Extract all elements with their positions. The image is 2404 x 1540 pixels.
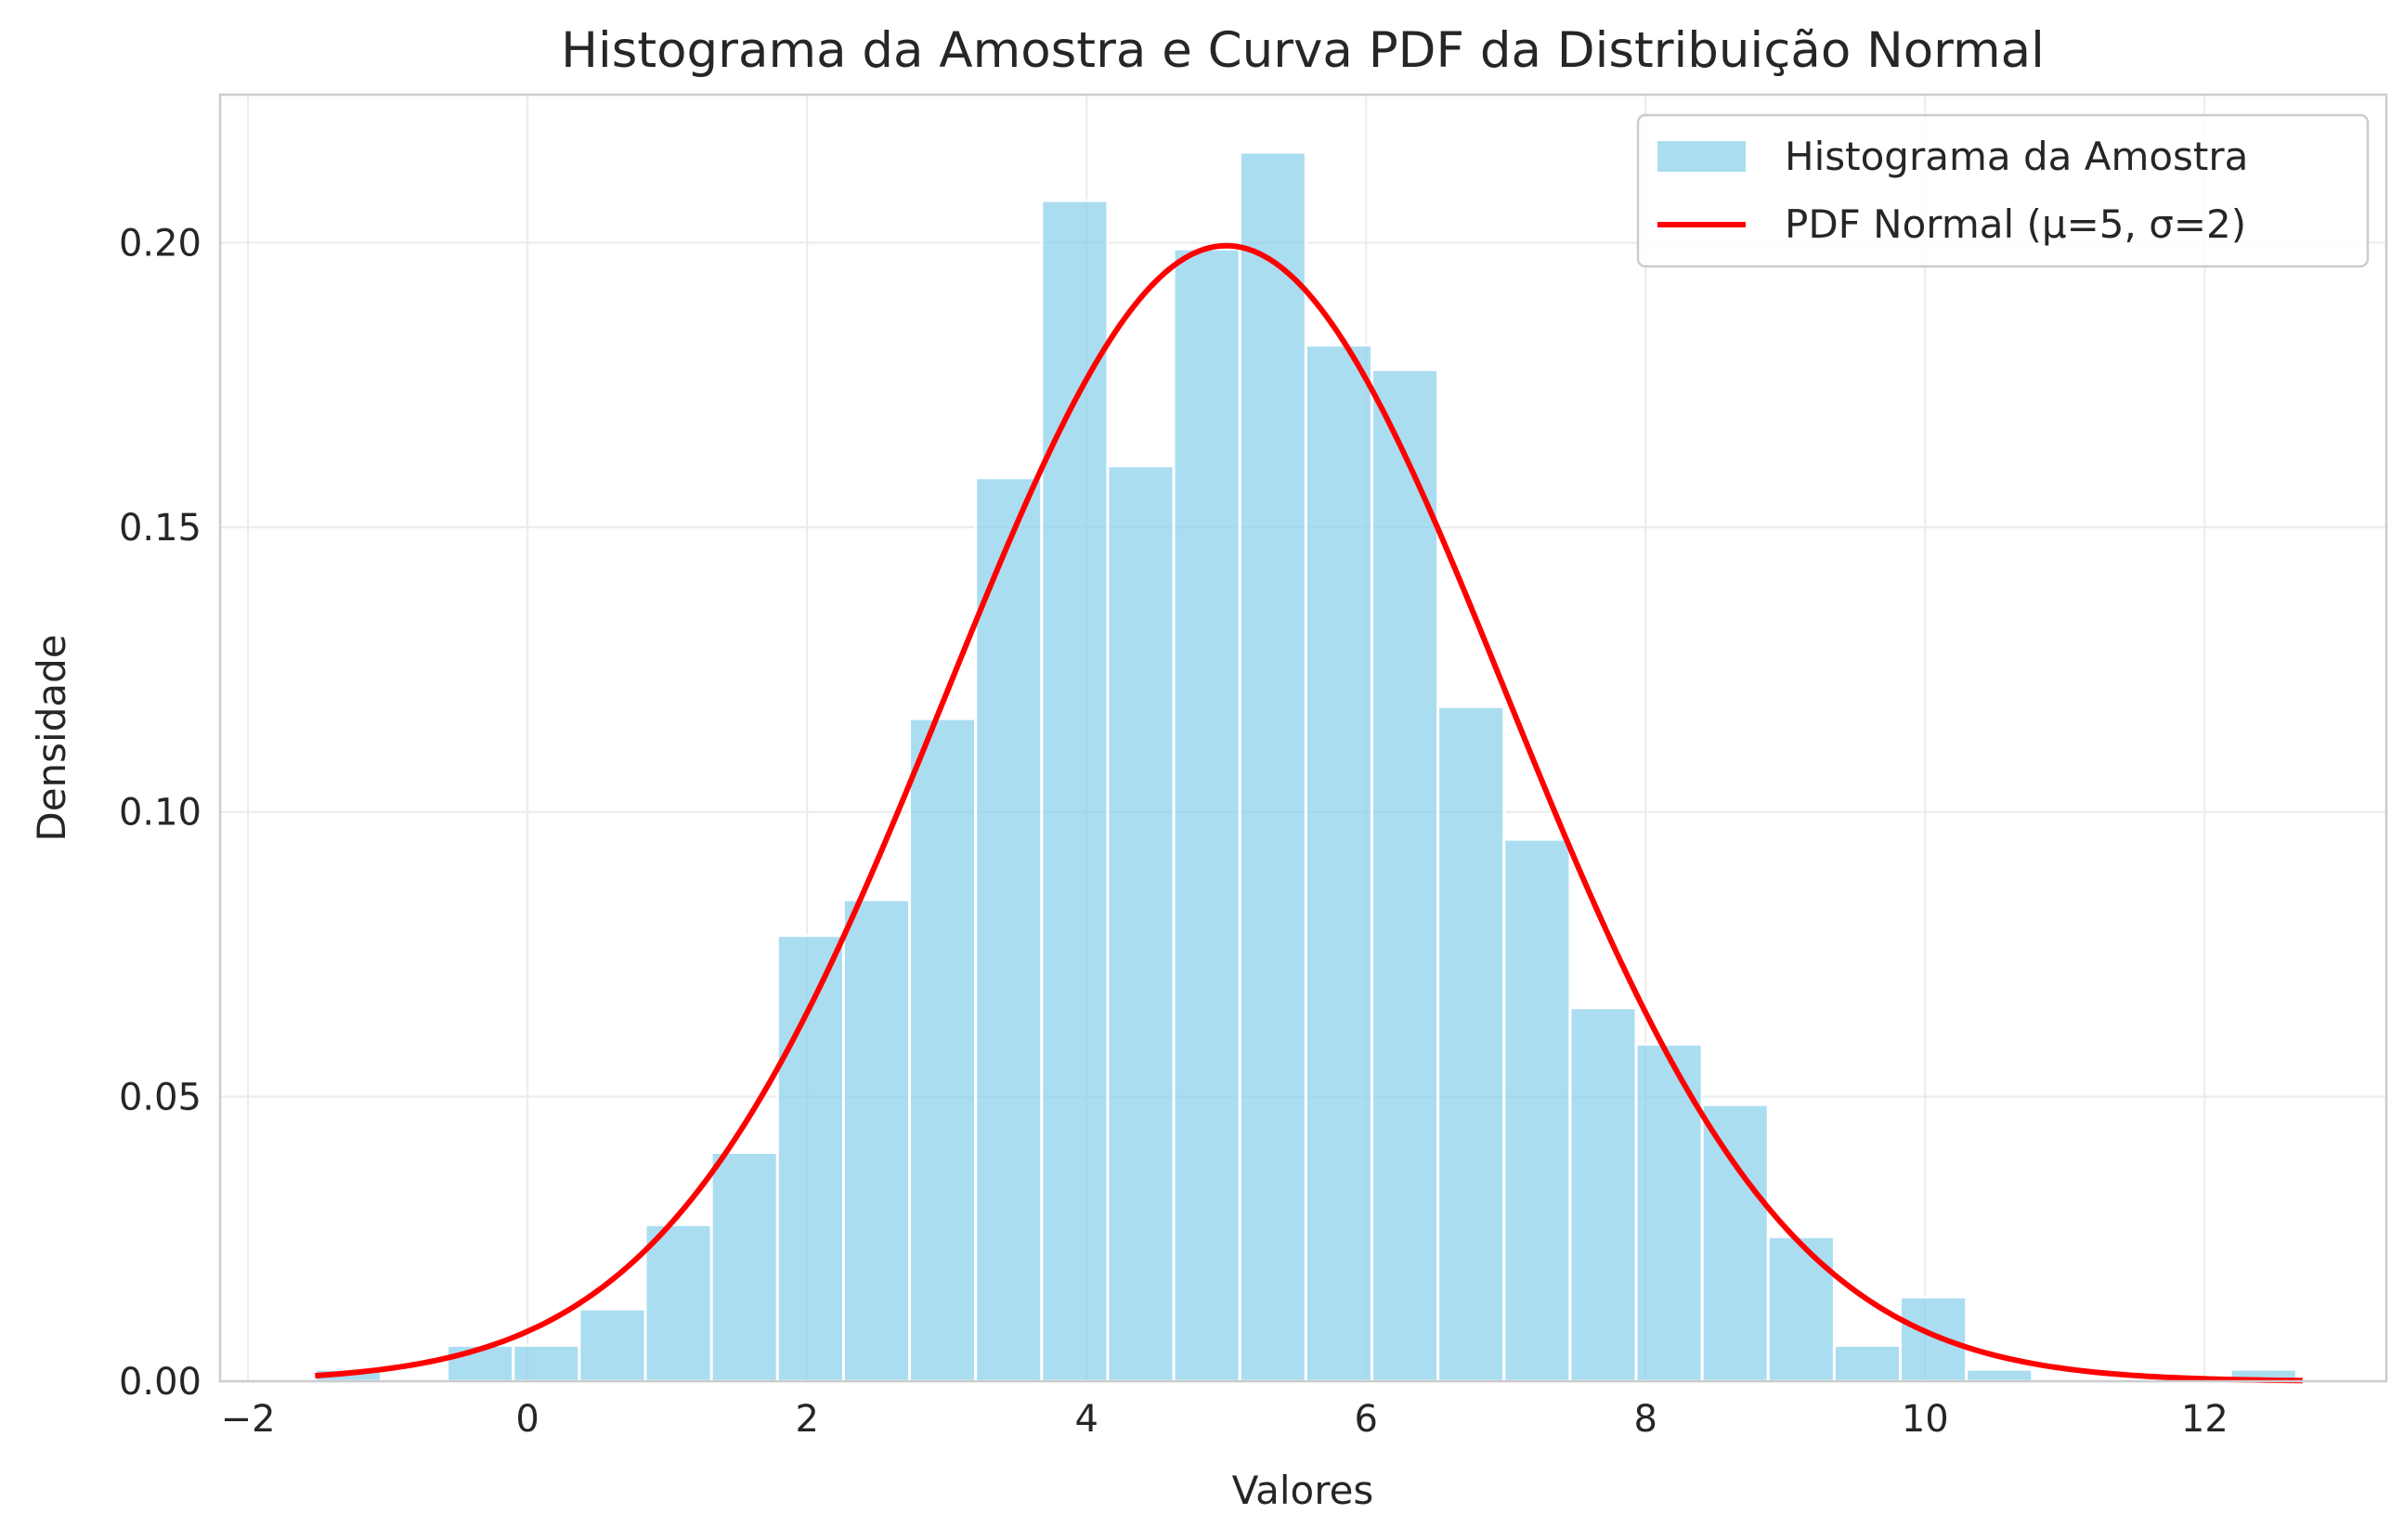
x-tick-label: 2: [795, 1398, 818, 1441]
histogram-bar: [643, 1223, 713, 1383]
x-tick-label: 0: [515, 1398, 539, 1441]
y-tick-label: 0.05: [119, 1076, 201, 1119]
legend-hist-swatch: [1657, 141, 1746, 172]
x-tick-labels: −2 0 2 4 6 8 10 12: [221, 1398, 2229, 1441]
x-tick-label: −2: [221, 1398, 276, 1441]
x-tick-label: 6: [1355, 1398, 1378, 1441]
legend-hist-label: Histograma da Amostra: [1785, 134, 2248, 179]
histogram-bar: [1899, 1295, 1969, 1383]
histogram-bar: [1238, 150, 1307, 1383]
plot-frame: [218, 93, 2388, 1383]
histogram-bar: [578, 1307, 647, 1383]
y-tick-label: 0.10: [119, 792, 201, 835]
y-tick-label: 0.00: [119, 1361, 201, 1404]
histogram-bar: [1965, 1367, 2034, 1383]
y-axis-label: Densidade: [29, 634, 74, 841]
histogram-bar: [709, 1150, 779, 1383]
x-tick-label: 4: [1074, 1398, 1098, 1441]
histogram-bar: [1172, 247, 1241, 1383]
histogram-bar: [1832, 1343, 1903, 1383]
x-tick-label: 12: [2181, 1398, 2229, 1441]
y-tick-labels: 0.00 0.05 0.10 0.15 0.20: [119, 222, 201, 1404]
histogram-bar: [512, 1343, 581, 1383]
histogram-bar: [1502, 837, 1572, 1383]
histogram-bars: [313, 150, 2298, 1383]
legend-pdf-label: PDF Normal (μ=5, σ=2): [1785, 201, 2246, 247]
chart-title: Histograma da Amostra e Curva PDF da Dis…: [561, 22, 2045, 79]
legend: Histograma da Amostra PDF Normal (μ=5, σ…: [1636, 113, 2370, 268]
legend-box: [1636, 113, 2370, 268]
histogram-bar: [1436, 705, 1506, 1383]
histogram-bar: [1370, 368, 1440, 1383]
histogram-bar: [841, 898, 912, 1383]
histogram-bar: [1106, 464, 1176, 1383]
pdf-normal-curve: [315, 242, 2303, 1384]
histogram-bar: [1304, 343, 1373, 1383]
histogram-bar: [908, 717, 978, 1383]
x-axis-label: Valores: [1232, 1468, 1374, 1513]
histogram-bar: [1568, 1006, 1638, 1383]
x-tick-label: 10: [1902, 1398, 1949, 1441]
histogram-bar: [1040, 199, 1110, 1383]
y-tick-label: 0.15: [119, 507, 201, 550]
histogram-bar: [974, 476, 1044, 1383]
histogram-bar: [1766, 1235, 1836, 1383]
y-tick-label: 0.20: [119, 222, 201, 265]
histogram-bar: [1700, 1103, 1770, 1383]
x-tick-label: 8: [1634, 1398, 1657, 1441]
